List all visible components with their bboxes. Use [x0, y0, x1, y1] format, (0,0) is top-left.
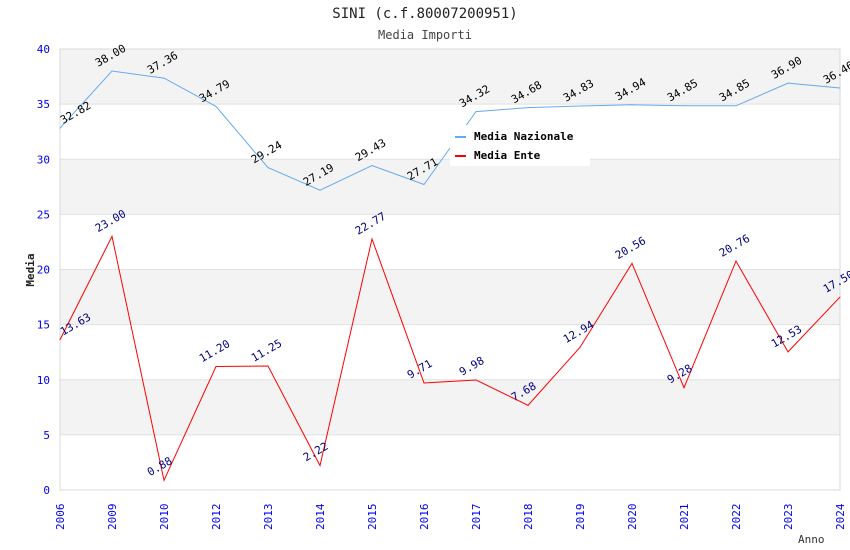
data-point [111, 235, 113, 237]
x-tick-label: 2012 [210, 504, 223, 531]
data-label: 12.53 [769, 323, 804, 351]
chart-title: SINI (c.f.80007200951) [332, 6, 517, 22]
data-point [163, 479, 165, 481]
x-tick-label: 2022 [730, 504, 743, 531]
data-point [683, 105, 685, 107]
data-label: 9.71 [405, 357, 434, 382]
data-label: 2.22 [301, 440, 330, 465]
legend: Media Nazionale Media Ente [450, 125, 590, 166]
data-point [111, 70, 113, 72]
data-point [631, 104, 633, 106]
y-ticks: 0 5 10 15 20 25 30 35 40 [37, 43, 50, 497]
legend-label-ente: Media Ente [474, 149, 541, 162]
data-point [319, 465, 321, 467]
data-point [267, 365, 269, 367]
data-label: 20.56 [613, 234, 648, 262]
data-point [475, 379, 477, 381]
background-band [60, 269, 840, 325]
data-point [215, 105, 217, 107]
data-label: 20.76 [717, 232, 752, 260]
data-point [423, 183, 425, 185]
x-tick-label: 2018 [522, 504, 535, 531]
y-tick-label: 10 [37, 374, 50, 387]
x-tick-label: 2023 [782, 504, 795, 531]
x-axis-label: Anno [798, 533, 825, 546]
x-tick-label: 2021 [678, 504, 691, 531]
data-point [371, 238, 373, 240]
data-point [683, 387, 685, 389]
data-point [579, 346, 581, 348]
y-tick-label: 0 [43, 484, 50, 497]
y-tick-label: 25 [37, 208, 50, 221]
y-tick-label: 40 [37, 43, 50, 56]
x-tick-label: 2010 [158, 504, 171, 531]
x-tick-label: 2013 [262, 504, 275, 531]
series-line [59, 234, 841, 482]
background-bands [60, 49, 840, 435]
data-point [787, 351, 789, 353]
data-point [59, 339, 61, 341]
data-point [163, 77, 165, 79]
data-point [579, 105, 581, 107]
y-tick-label: 35 [37, 98, 50, 111]
data-label: 11.20 [197, 337, 232, 365]
data-point [735, 105, 737, 107]
y-tick-label: 20 [37, 264, 50, 277]
data-point [631, 262, 633, 264]
data-point [267, 167, 269, 169]
x-tick-label: 2024 [834, 503, 847, 530]
y-tick-label: 30 [37, 153, 50, 166]
background-band [60, 379, 840, 435]
x-tick-label: 2016 [418, 504, 431, 531]
legend-label-nazionale: Media Nazionale [474, 130, 574, 143]
plot-frame [59, 48, 841, 491]
background-band [60, 49, 840, 105]
x-tick-label: 2006 [54, 504, 67, 531]
chart-subtitle: Media Importi [378, 28, 472, 42]
data-point [59, 127, 61, 129]
x-tick-label: 2019 [574, 504, 587, 531]
data-point [475, 111, 477, 113]
x-tick-label: 2014 [314, 503, 327, 530]
legend-box [450, 125, 590, 166]
y-axis-label: Media [24, 253, 37, 286]
x-tick-label: 2009 [106, 504, 119, 531]
data-label: 0.88 [145, 454, 174, 479]
data-point [839, 296, 841, 298]
data-label: 11.25 [249, 337, 284, 365]
x-tick-label: 2017 [470, 504, 483, 531]
data-point [787, 82, 789, 84]
background-band [60, 159, 840, 215]
y-tick-label: 15 [37, 319, 50, 332]
y-tick-label: 5 [43, 429, 50, 442]
data-point [735, 260, 737, 262]
data-point [215, 366, 217, 368]
data-point [527, 404, 529, 406]
x-tick-label: 2015 [366, 504, 379, 531]
data-point [527, 107, 529, 109]
data-point [371, 165, 373, 167]
x-tick-label: 2020 [626, 504, 639, 531]
x-ticks: 2006 2009 2010 2012 2013 2014 2015 2016 2017 2018… [54, 503, 847, 530]
data-point [839, 87, 841, 89]
data-point [319, 189, 321, 191]
data-label: 9.98 [457, 354, 486, 379]
data-point [423, 382, 425, 384]
